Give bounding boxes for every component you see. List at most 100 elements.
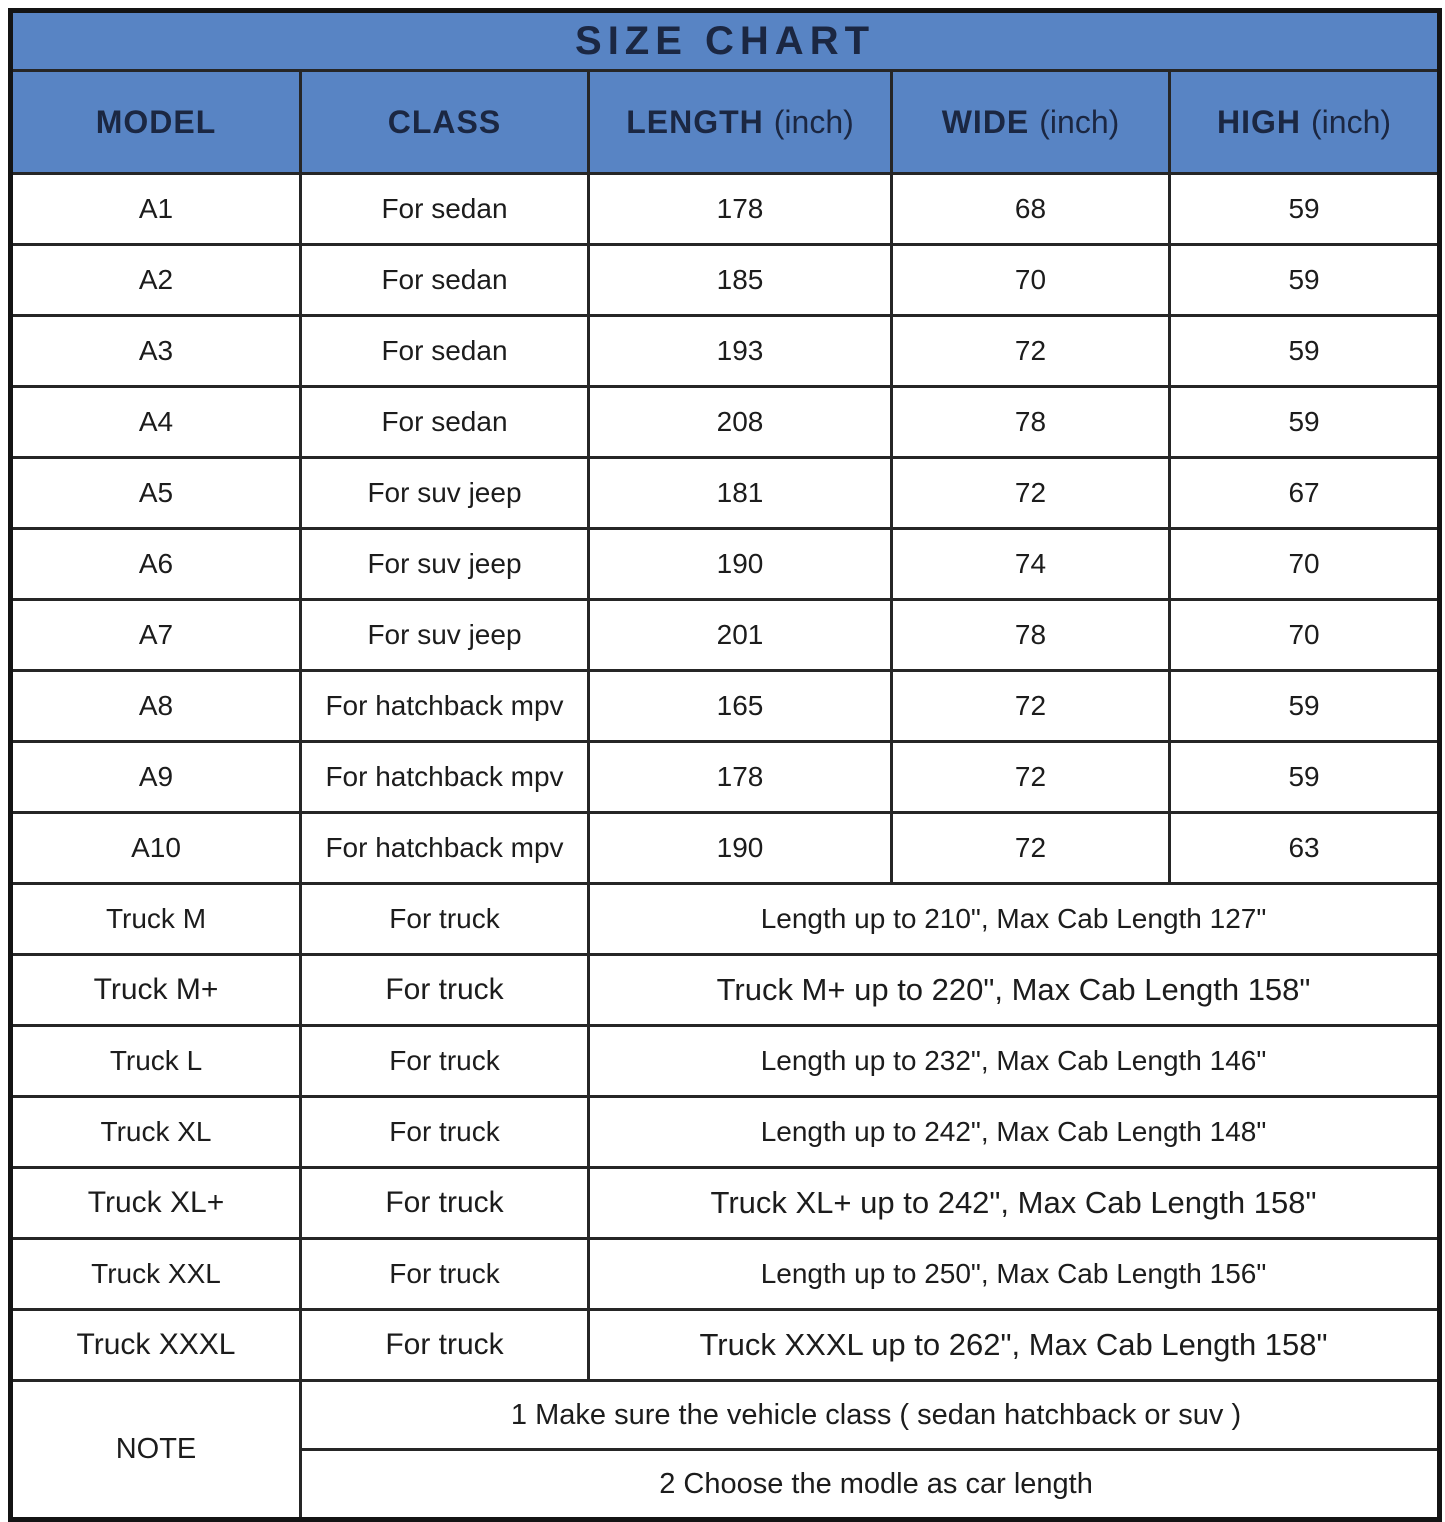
cell-model: A3 [9, 314, 302, 388]
cell-class: For truck [299, 1308, 590, 1382]
cell-model: A2 [9, 243, 302, 317]
table-row: A1 For sedan 178 68 59 [9, 172, 1442, 246]
cell-model: A8 [9, 669, 302, 743]
cell-length: 190 [587, 811, 893, 885]
size-chart-table: SIZE CHART MODEL CLASS LENGTH (inch) WIDE… [8, 8, 1443, 1522]
cell-model: Truck XL [9, 1095, 302, 1169]
cell-truck-spec: Length up to 242", Max Cab Length 148" [586, 1095, 1442, 1169]
cell-length: 181 [587, 456, 893, 530]
cell-wide: 72 [890, 314, 1171, 388]
cell-high: 59 [1167, 385, 1442, 459]
table-header-row: MODEL CLASS LENGTH (inch) WIDE (inch) HIGH… [9, 69, 1442, 175]
cell-model: Truck XL+ [9, 1166, 302, 1240]
table-row: A7 For suv jeep 201 78 70 [9, 598, 1442, 672]
cell-high: 59 [1167, 314, 1442, 388]
table-row-truck: Truck XXL For truck Length up to 250", M… [9, 1237, 1442, 1311]
cell-wide: 74 [890, 527, 1171, 601]
note-row: NOTE 1 Make sure the vehicle class ( sed… [9, 1379, 1442, 1521]
cell-truck-spec: Truck M+ up to 220", Max Cab Length 158" [586, 953, 1442, 1027]
cell-class: For hatchback mpv [299, 811, 590, 885]
cell-class: For hatchback mpv [299, 740, 590, 814]
cell-model: A9 [9, 740, 302, 814]
column-header-unit: (inch) [1311, 103, 1392, 140]
table-row: A10 For hatchback mpv 190 72 63 [9, 811, 1442, 885]
cell-truck-spec: Truck XXXL up to 262", Max Cab Length 15… [586, 1308, 1442, 1382]
cell-class: For truck [299, 1166, 590, 1240]
column-header-unit: (inch) [773, 103, 854, 140]
cell-wide: 72 [890, 456, 1171, 530]
cell-class: For hatchback mpv [299, 669, 590, 743]
cell-class: For sedan [299, 243, 590, 317]
cell-length: 190 [587, 527, 893, 601]
cell-wide: 72 [890, 811, 1171, 885]
cell-high: 63 [1167, 811, 1442, 885]
column-header-class: CLASS [299, 69, 590, 175]
table-row-truck: Truck M For truck Length up to 210", Max… [9, 882, 1442, 956]
table-row: A2 For sedan 185 70 59 [9, 243, 1442, 317]
cell-model: A6 [9, 527, 302, 601]
cell-length: 165 [587, 669, 893, 743]
cell-truck-spec: Length up to 210", Max Cab Length 127" [586, 882, 1442, 956]
cell-model: A4 [9, 385, 302, 459]
table-row: A4 For sedan 208 78 59 [9, 385, 1442, 459]
cell-truck-spec: Length up to 250", Max Cab Length 156" [586, 1237, 1442, 1311]
cell-class: For sedan [299, 172, 590, 246]
cell-high: 67 [1167, 456, 1442, 530]
cell-wide: 70 [890, 243, 1171, 317]
cell-model: Truck XXXL [9, 1308, 302, 1382]
cell-class: For suv jeep [299, 527, 590, 601]
cell-wide: 68 [890, 172, 1171, 246]
cell-model: Truck L [9, 1024, 302, 1098]
cell-class: For truck [299, 1237, 590, 1311]
column-header-label: HIGH [1217, 103, 1302, 140]
cell-high: 70 [1167, 598, 1442, 672]
cell-class: For sedan [299, 314, 590, 388]
column-header-label: WIDE [941, 103, 1030, 140]
cell-length: 178 [587, 740, 893, 814]
column-header-label: MODEL [95, 103, 217, 140]
page-title: SIZE CHART [8, 9, 1442, 72]
cell-high: 59 [1167, 172, 1442, 246]
cell-high: 70 [1167, 527, 1442, 601]
cell-length: 201 [587, 598, 893, 672]
cell-wide: 72 [890, 740, 1171, 814]
note-label: NOTE [9, 1379, 302, 1521]
cell-model: A7 [9, 598, 302, 672]
column-header-wide: WIDE (inch) [890, 69, 1171, 175]
cell-class: For truck [299, 1095, 590, 1169]
table-row-truck: Truck XL+ For truck Truck XL+ up to 242"… [9, 1166, 1442, 1240]
cell-class: For suv jeep [299, 456, 590, 530]
note-line: 2 Choose the modle as car length [298, 1448, 1442, 1521]
table-row: A3 For sedan 193 72 59 [9, 314, 1442, 388]
cell-length: 208 [587, 385, 893, 459]
cell-model: A1 [9, 172, 302, 246]
table-row: A5 For suv jeep 181 72 67 [9, 456, 1442, 530]
cell-high: 59 [1167, 669, 1442, 743]
cell-model: Truck XXL [9, 1237, 302, 1311]
cell-wide: 78 [890, 385, 1171, 459]
cell-model: A10 [9, 811, 302, 885]
note-line: 1 Make sure the vehicle class ( sedan ha… [298, 1379, 1442, 1451]
cell-wide: 72 [890, 669, 1171, 743]
column-header-label: CLASS [387, 103, 502, 140]
cell-model: Truck M [9, 882, 302, 956]
cell-length: 185 [587, 243, 893, 317]
cell-truck-spec: Truck XL+ up to 242", Max Cab Length 158… [586, 1166, 1442, 1240]
cell-model: A5 [9, 456, 302, 530]
column-header-label: LENGTH [626, 103, 764, 140]
cell-truck-spec: Length up to 232", Max Cab Length 146" [586, 1024, 1442, 1098]
table-row: A9 For hatchback mpv 178 72 59 [9, 740, 1442, 814]
cell-class: For truck [299, 882, 590, 956]
column-header-length: LENGTH (inch) [587, 69, 893, 175]
column-header-high: HIGH (inch) [1167, 69, 1442, 175]
table-row-truck: Truck XXXL For truck Truck XXXL up to 26… [9, 1308, 1442, 1382]
cell-class: For truck [299, 1024, 590, 1098]
table-row: A8 For hatchback mpv 165 72 59 [9, 669, 1442, 743]
cell-class: For suv jeep [299, 598, 590, 672]
table-row-truck: Truck L For truck Length up to 232", Max… [9, 1024, 1442, 1098]
column-header-unit: (inch) [1039, 103, 1120, 140]
table-row-truck: Truck XL For truck Length up to 242", Ma… [9, 1095, 1442, 1169]
cell-class: For truck [299, 953, 590, 1027]
cell-class: For sedan [299, 385, 590, 459]
